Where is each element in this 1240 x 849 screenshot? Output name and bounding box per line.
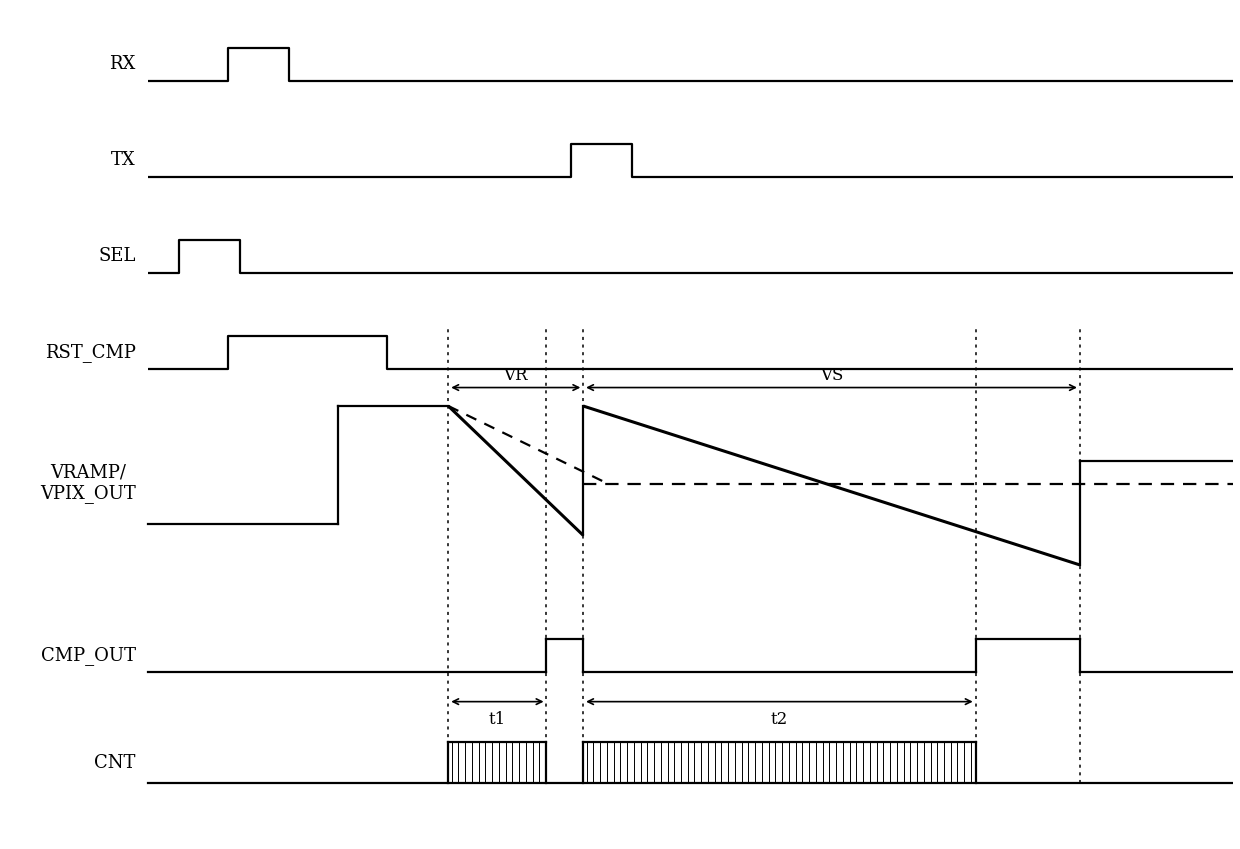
Text: VRAMP/
VPIX_OUT: VRAMP/ VPIX_OUT	[40, 463, 135, 503]
Text: CNT: CNT	[94, 754, 135, 772]
Text: CMP_OUT: CMP_OUT	[41, 646, 135, 665]
Text: RST_CMP: RST_CMP	[45, 343, 135, 362]
Text: VS: VS	[820, 367, 843, 384]
Text: SEL: SEL	[98, 247, 135, 266]
Text: t2: t2	[771, 711, 787, 728]
Text: TX: TX	[110, 151, 135, 169]
Text: t1: t1	[489, 711, 506, 728]
Text: VR: VR	[503, 367, 528, 384]
Text: RX: RX	[109, 55, 135, 73]
